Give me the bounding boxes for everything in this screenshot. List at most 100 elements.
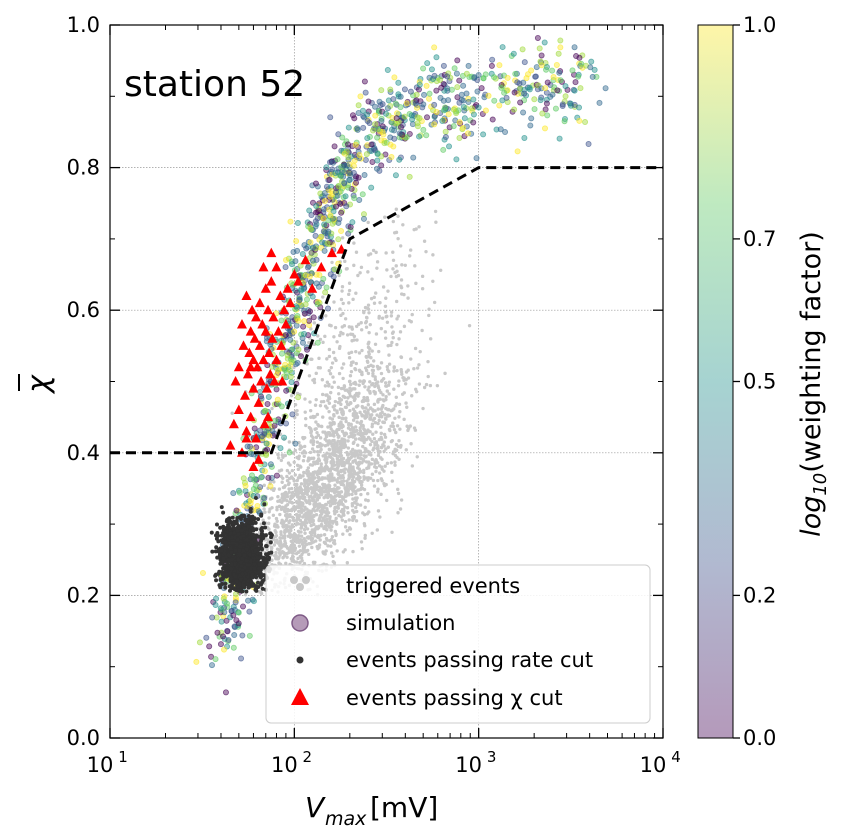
triggered-event-point xyxy=(355,428,359,433)
triggered-event-point xyxy=(364,355,369,359)
triggered-event-point xyxy=(357,368,362,373)
triggered-event-point xyxy=(295,486,300,490)
chi-cut-event-point xyxy=(293,276,304,286)
triggered-event-point xyxy=(296,476,301,480)
triggered-event-point xyxy=(371,371,375,376)
triggered-event-point xyxy=(374,332,379,336)
simulation-point xyxy=(282,331,289,338)
triggered-event-point xyxy=(376,407,380,411)
simulation-point xyxy=(212,656,219,663)
triggered-event-point xyxy=(310,447,315,451)
rate-cut-event-point xyxy=(230,557,235,562)
triggered-event-point xyxy=(294,512,299,517)
triggered-event-point xyxy=(345,488,349,492)
chi-cut-event-point xyxy=(230,376,241,386)
triggered-event-point xyxy=(295,412,299,417)
triggered-event-point xyxy=(262,483,266,488)
simulation-point xyxy=(557,37,564,44)
simulation-point xyxy=(463,70,470,77)
chi-cut-event-point xyxy=(248,354,259,365)
triggered-event-point xyxy=(410,464,415,468)
triggered-event-point xyxy=(348,532,352,537)
colorbar-tick-label: 0.2 xyxy=(743,583,776,607)
simulation-point xyxy=(416,81,423,88)
simulation-point xyxy=(552,105,559,112)
rate-cut-event-point xyxy=(240,568,245,573)
simulation-point xyxy=(407,88,414,95)
triggered-event-point xyxy=(350,466,355,471)
triggered-event-point xyxy=(395,424,400,428)
triggered-event-point xyxy=(402,324,407,329)
triggered-event-point xyxy=(337,494,342,499)
cb-label-log: log xyxy=(796,496,827,537)
simulation-point xyxy=(345,154,352,161)
triggered-event-point xyxy=(396,314,401,318)
triggered-event-point xyxy=(343,317,348,321)
simulation-point xyxy=(531,96,538,103)
triggered-event-point xyxy=(333,356,337,361)
simulation-point xyxy=(448,86,455,93)
triggered-event-point xyxy=(287,490,291,494)
simulation-point xyxy=(569,67,576,74)
simulation-point xyxy=(557,77,564,84)
rate-cut-event-point xyxy=(223,585,228,590)
simulation-point xyxy=(291,328,298,335)
simulation-point xyxy=(334,156,341,163)
simulation-point xyxy=(302,301,309,308)
triggered-event-point xyxy=(381,443,385,447)
triggered-event-point xyxy=(413,428,418,432)
triggered-event-point xyxy=(358,410,362,415)
simulation-point xyxy=(307,308,314,315)
triggered-event-point xyxy=(375,461,380,465)
simulation-point xyxy=(372,112,379,119)
triggered-event-point xyxy=(289,543,294,548)
rate-cut-event-point xyxy=(243,577,248,582)
triggered-event-point xyxy=(348,408,352,413)
triggered-event-point xyxy=(394,230,399,235)
triggered-event-point xyxy=(306,483,310,487)
triggered-event-point xyxy=(362,459,366,463)
rate-cut-event-point xyxy=(257,566,262,571)
triggered-event-point xyxy=(341,475,346,480)
simulation-point xyxy=(511,89,518,96)
simulation-point xyxy=(376,98,383,105)
triggered-event-point xyxy=(312,449,316,454)
triggered-event-point xyxy=(267,516,271,520)
triggered-event-point xyxy=(341,301,345,306)
simulation-point xyxy=(454,84,461,91)
triggered-event-point xyxy=(391,335,395,340)
simulation-point xyxy=(423,132,430,139)
triggered-event-point xyxy=(389,310,394,314)
simulation-point xyxy=(431,72,438,79)
triggered-event-point xyxy=(375,413,379,417)
triggered-event-point xyxy=(345,561,350,565)
simulation-point xyxy=(350,162,357,169)
triggered-event-point xyxy=(326,495,330,500)
simulation-point xyxy=(378,162,385,169)
triggered-event-point xyxy=(313,528,317,533)
x-tick-label: 10 xyxy=(640,753,667,777)
rate-cut-event-point xyxy=(220,582,225,587)
simulation-point xyxy=(330,208,337,215)
triggered-event-point xyxy=(333,512,337,516)
simulation-point xyxy=(536,45,543,52)
triggered-event-point xyxy=(312,531,317,536)
triggered-event-point xyxy=(312,377,317,382)
simulation-point xyxy=(335,219,342,226)
triggered-event-point xyxy=(301,474,305,478)
simulation-point xyxy=(453,110,460,117)
rate-cut-event-point xyxy=(246,514,251,519)
triggered-event-point xyxy=(300,509,304,513)
simulation-point xyxy=(576,117,583,124)
simulation-point xyxy=(414,120,421,127)
triggered-event-point xyxy=(380,410,384,414)
triggered-event-point xyxy=(298,447,302,451)
triggered-event-point xyxy=(296,505,301,510)
triggered-event-point xyxy=(358,379,362,383)
triggered-event-point xyxy=(376,447,380,451)
simulation-point xyxy=(251,425,258,432)
chi-cut-event-point xyxy=(266,276,277,286)
triggered-event-point xyxy=(319,533,323,538)
simulation-point xyxy=(313,202,320,209)
triggered-event-point xyxy=(349,369,354,374)
